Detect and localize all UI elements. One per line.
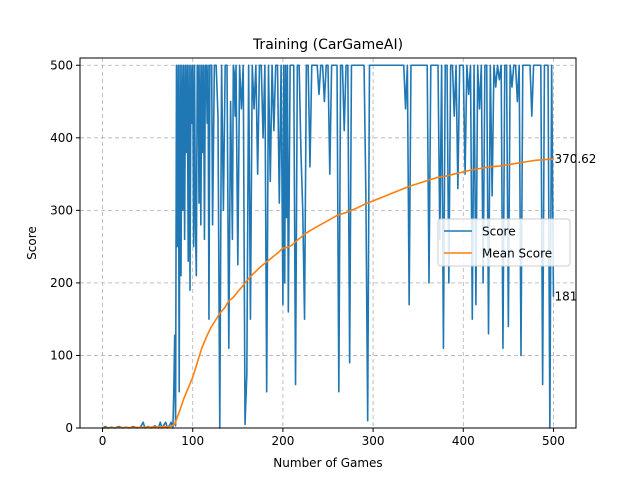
y-tick-label: 400 <box>50 131 73 145</box>
y-tick-label: 300 <box>50 203 73 217</box>
y-tick-label: 100 <box>50 348 73 362</box>
x-tick-label: 300 <box>362 434 385 448</box>
chart-title: Training (CarGameAI) <box>252 37 403 53</box>
y-axis-label: Score <box>25 226 39 260</box>
legend: Score Mean Score <box>437 218 571 267</box>
annotation-label: 370.62 <box>554 152 596 166</box>
series-line-score <box>102 64 555 429</box>
annotations: 370.62 181 <box>554 152 596 304</box>
x-tick-label: 400 <box>452 434 475 448</box>
x-axis-label: Number of Games <box>273 456 382 470</box>
axis-ticks: 0 100 200 300 400 500 0 100 200 300 400 500 <box>50 58 565 448</box>
annotation-label: 181 <box>554 290 577 304</box>
y-tick-label: 200 <box>50 276 73 290</box>
legend-label-score: Score <box>482 225 516 239</box>
plot-frame <box>79 57 577 429</box>
x-tick-label: 0 <box>99 434 107 448</box>
x-tick-label: 200 <box>271 434 294 448</box>
x-tick-label: 100 <box>181 434 204 448</box>
y-tick-label: 0 <box>65 421 73 435</box>
series-layer <box>102 64 555 429</box>
series-line-mean-score <box>102 158 554 429</box>
y-tick-label: 500 <box>50 58 73 72</box>
legend-label-mean-score: Mean Score <box>482 247 552 261</box>
x-tick-label: 500 <box>542 434 565 448</box>
